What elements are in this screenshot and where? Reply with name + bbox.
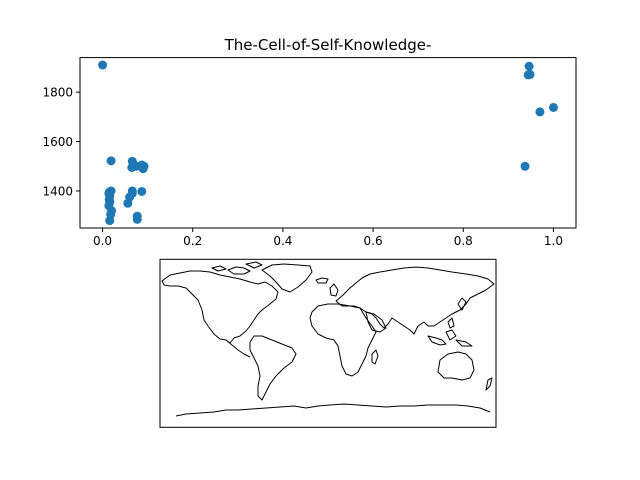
y-tick-label: 1600: [42, 135, 73, 149]
scatter-point: [525, 69, 535, 79]
scatter-points: [98, 60, 558, 226]
world-coastlines: [161, 261, 495, 417]
coastline-greenland: [261, 263, 313, 293]
scatter-point: [127, 186, 137, 196]
coastline-arabia: [365, 311, 387, 333]
y-tick-label: 1400: [42, 184, 73, 198]
x-axis-ticks: 0.0 0.2 0.4 0.6 0.8 1.0: [93, 228, 563, 248]
coastline-japan: [457, 297, 467, 311]
coastline-australia: [437, 351, 475, 381]
scatter-plot-frame: [79, 57, 577, 229]
scatter-point: [98, 60, 108, 70]
scatter-point: [524, 61, 534, 71]
map-frame: [159, 258, 497, 428]
world-map-axes: [159, 258, 497, 428]
coastline-new-zealand: [485, 377, 493, 391]
coastline-africa: [309, 303, 377, 377]
scatter-point: [548, 102, 558, 112]
scatter-point: [535, 107, 545, 117]
coastline-arctic-islands: [211, 261, 263, 275]
scatter-point: [520, 161, 530, 171]
scatter-point: [132, 211, 142, 221]
x-tick-label: 1.0: [544, 234, 563, 248]
map-frame-background: [160, 259, 496, 428]
coastline-iceland: [315, 277, 329, 284]
coastline-antarctica: [175, 403, 491, 417]
scatter-point: [137, 160, 147, 170]
coastline-uk: [329, 283, 339, 297]
x-tick-label: 0.4: [273, 234, 292, 248]
scatter-point: [106, 156, 116, 166]
coastline-southeast-asia-islands: [427, 317, 473, 347]
coastline-eurasia: [335, 266, 495, 335]
x-tick-label: 0.6: [364, 234, 383, 248]
coastline-central-america: [225, 339, 251, 358]
y-tick-label: 1800: [42, 86, 73, 100]
coastline-north-america: [161, 270, 279, 344]
x-tick-label: 0.8: [454, 234, 473, 248]
x-tick-label: 0.2: [183, 234, 202, 248]
coastline-madagascar: [371, 349, 379, 365]
chart-title: The-Cell-of-Self-Knowledge-: [224, 36, 432, 54]
scatter-point: [137, 186, 147, 196]
scatter-point: [106, 186, 116, 196]
scatter-axes: The-Cell-of-Self-Knowledge- 0.0 0.2 0.4 0.6…: [42, 36, 577, 248]
coastline-south-america: [249, 335, 297, 401]
y-axis-ticks: 1400 1600 1800: [42, 86, 80, 198]
x-tick-label: 0.0: [93, 234, 112, 248]
